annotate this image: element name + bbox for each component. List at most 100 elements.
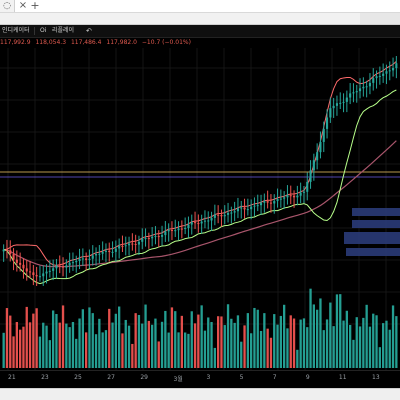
candle-body: [382, 73, 385, 76]
volume-bar: [385, 320, 388, 368]
volume-bar: [217, 316, 220, 368]
candle-body: [349, 93, 352, 98]
toolbar-replay[interactable]: 리플레이: [52, 27, 75, 34]
candle-body: [88, 258, 91, 260]
candle-body: [12, 254, 15, 260]
candle-body: [131, 243, 134, 245]
volume-bar: [259, 330, 263, 368]
candle-body: [9, 250, 12, 255]
candle-body: [266, 201, 269, 203]
candle-body: [177, 228, 180, 231]
toolbar-indicators[interactable]: 인디케이터: [2, 27, 30, 34]
candle-body: [203, 220, 206, 222]
volume-bar: [273, 314, 276, 368]
volume-bar: [319, 298, 322, 368]
candle-body: [127, 243, 131, 246]
candle-body: [15, 259, 18, 263]
candle-body: [108, 250, 111, 253]
volume-bar: [35, 308, 38, 368]
time-axis-tick: 9: [305, 374, 310, 381]
volume-bar: [157, 341, 160, 368]
candle-body: [217, 214, 220, 216]
candle-body: [28, 271, 32, 273]
candle-body: [111, 251, 114, 253]
new-tab-button[interactable]: +: [30, 0, 40, 12]
candle-body: [391, 68, 395, 71]
volume-bar: [141, 323, 144, 368]
chart-area[interactable]: 인디케이터 Oi 리플레이 ↶ 117,992.9 118,054.3 117,…: [0, 25, 400, 400]
volume-bar: [190, 311, 193, 368]
volume-bar: [362, 317, 365, 368]
volume-bar: [230, 318, 233, 368]
volume-bar: [269, 337, 273, 368]
volume-bar: [335, 294, 339, 368]
time-axis-tick: 11: [338, 374, 347, 381]
volume-bar: [38, 336, 42, 368]
volume-bar: [197, 314, 200, 368]
volume-bar: [226, 304, 230, 368]
candle-body: [289, 195, 292, 197]
volume-bar: [246, 313, 249, 368]
volume-bar: [292, 318, 296, 368]
volume-bar: [131, 343, 134, 368]
volume-bar: [203, 330, 207, 368]
toolbar-oi[interactable]: Oi: [40, 27, 47, 34]
volume-bar: [243, 325, 246, 368]
price-zone-block: [352, 220, 400, 228]
volume-bar: [316, 309, 319, 368]
volume-bar: [42, 322, 45, 368]
volume-bar: [45, 325, 48, 368]
volume-bar: [177, 332, 180, 368]
browser-tab[interactable]: ◌: [0, 0, 15, 12]
volume-bar: [240, 341, 243, 368]
ohlc-low: 117,486.4: [70, 39, 102, 46]
volume-bar: [223, 325, 226, 368]
candle-body: [365, 86, 368, 88]
candle-body: [230, 212, 233, 214]
candle-body: [273, 201, 276, 204]
volume-bar: [266, 328, 269, 368]
candle-body: [306, 181, 309, 192]
candle-body: [240, 207, 243, 209]
volume-bar: [220, 316, 223, 368]
candle-body: [137, 241, 140, 245]
volume-bar: [250, 333, 253, 368]
time-axis-tick: 5: [239, 374, 244, 381]
ohlc-legend: 117,992.9 118,054.3 117,486.4 117,982.0 …: [0, 38, 400, 48]
candle-body: [332, 105, 335, 109]
volume-bar: [193, 323, 197, 368]
address-bar[interactable]: [0, 13, 400, 25]
price-chart[interactable]: [0, 48, 400, 370]
volume-bar: [61, 305, 65, 368]
candle-body: [276, 198, 279, 202]
candle-body: [236, 208, 239, 212]
candle-body: [19, 262, 22, 265]
time-axis: 21 23 25 27 29 3월 3 5 7 9 11 13: [0, 370, 400, 389]
volume-bar: [349, 324, 352, 368]
candle-body: [200, 221, 203, 224]
candle-body: [174, 230, 177, 232]
candle-body: [309, 170, 312, 182]
volume-bar: [329, 302, 332, 368]
volume-bar: [355, 317, 358, 368]
candle-body: [167, 229, 170, 232]
candle-body: [104, 250, 107, 252]
candle-body: [98, 253, 101, 255]
candle-body: [316, 152, 319, 161]
address-bar-right-area: [360, 13, 400, 24]
candle-body: [5, 249, 8, 251]
candle-body: [296, 195, 299, 198]
tab-close-icon[interactable]: ×: [18, 0, 28, 11]
volume-bar: [279, 315, 282, 368]
candle-body: [329, 108, 332, 118]
volume-bar: [213, 347, 216, 368]
candle-body: [395, 63, 398, 69]
candle-body: [325, 117, 329, 129]
volume-bar: [68, 327, 71, 368]
candle-body: [220, 214, 223, 217]
volume-bar: [114, 313, 117, 368]
candle-body: [85, 258, 88, 260]
volume-bar: [184, 332, 187, 368]
candle-body: [61, 266, 65, 268]
undo-icon[interactable]: ↶: [86, 27, 92, 35]
